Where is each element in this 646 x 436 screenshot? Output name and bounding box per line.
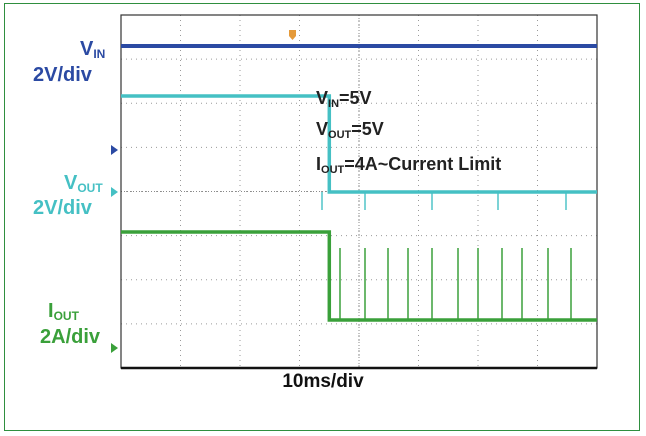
iout-scale-label: 2A/div bbox=[40, 326, 101, 348]
annotation-vin: VIN=5V bbox=[316, 88, 372, 110]
figure-frame bbox=[4, 3, 640, 431]
vin-channel-label: VIN bbox=[80, 38, 106, 61]
iout-channel-label: IOUT bbox=[48, 300, 79, 323]
annotation-vout: VOUT=5V bbox=[316, 119, 384, 141]
vout-channel-label: VOUT bbox=[64, 172, 103, 195]
x-axis-label: 10ms/div bbox=[282, 371, 364, 392]
annotation-iout: IOUT=4A~Current Limit bbox=[316, 154, 502, 176]
trigger-marker bbox=[289, 30, 296, 40]
channel-ground-marker-vout bbox=[111, 187, 118, 197]
trace-vout bbox=[121, 94, 597, 194]
vin-scale-label: 2V/div bbox=[33, 64, 92, 86]
vout-scale-label: 2V/div bbox=[33, 197, 92, 219]
channel-ground-marker-iout bbox=[111, 343, 118, 353]
trace-iout bbox=[121, 230, 597, 322]
channel-ground-marker-vin bbox=[111, 145, 118, 155]
